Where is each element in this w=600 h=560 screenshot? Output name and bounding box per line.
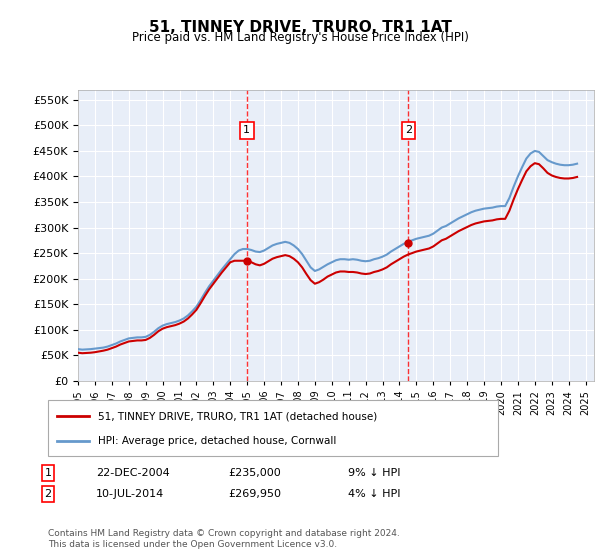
Text: 22-DEC-2004: 22-DEC-2004	[96, 468, 170, 478]
Text: 1: 1	[44, 468, 52, 478]
Text: £235,000: £235,000	[228, 468, 281, 478]
Text: 2: 2	[405, 125, 412, 136]
Text: 10-JUL-2014: 10-JUL-2014	[96, 489, 164, 499]
Text: 1: 1	[243, 125, 250, 136]
FancyBboxPatch shape	[48, 400, 498, 456]
Text: 51, TINNEY DRIVE, TRURO, TR1 1AT (detached house): 51, TINNEY DRIVE, TRURO, TR1 1AT (detach…	[97, 411, 377, 421]
Text: 51, TINNEY DRIVE, TRURO, TR1 1AT: 51, TINNEY DRIVE, TRURO, TR1 1AT	[149, 20, 451, 35]
Text: HPI: Average price, detached house, Cornwall: HPI: Average price, detached house, Corn…	[97, 436, 336, 446]
Text: £269,950: £269,950	[228, 489, 281, 499]
Text: 4% ↓ HPI: 4% ↓ HPI	[348, 489, 401, 499]
Text: Contains HM Land Registry data © Crown copyright and database right 2024.
This d: Contains HM Land Registry data © Crown c…	[48, 529, 400, 549]
Text: 9% ↓ HPI: 9% ↓ HPI	[348, 468, 401, 478]
Text: 2: 2	[44, 489, 52, 499]
Text: Price paid vs. HM Land Registry's House Price Index (HPI): Price paid vs. HM Land Registry's House …	[131, 31, 469, 44]
